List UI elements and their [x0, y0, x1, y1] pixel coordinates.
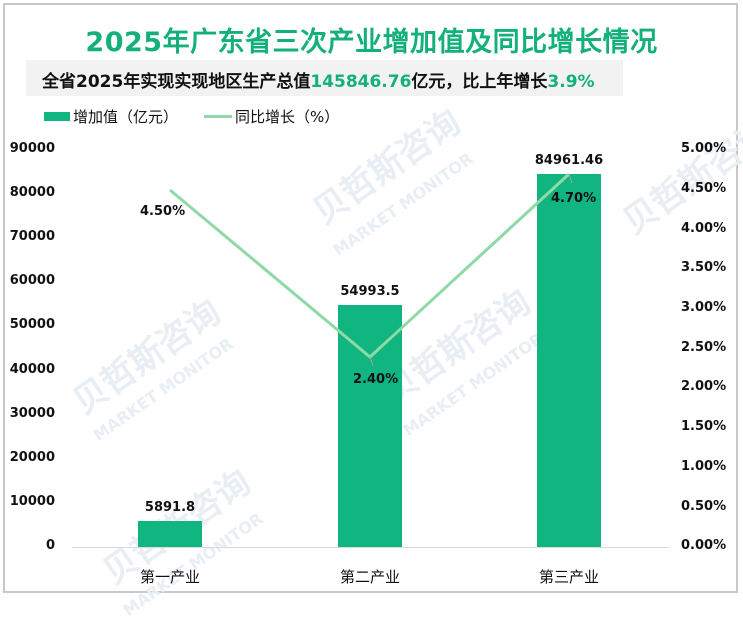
chart-legend: 增加值（亿元） 同比增长（%）	[44, 106, 365, 127]
legend-line-label: 同比增长（%）	[235, 108, 340, 126]
bar-value-label: 5891.8	[144, 500, 196, 515]
left-tick: 80000	[9, 185, 55, 200]
summary-text: 全省2025年实现实现地区生产总值145846.76亿元，比上年增长3.9%	[42, 67, 595, 92]
bar-swatch-icon	[44, 112, 70, 121]
growth-value: 3.9%	[547, 72, 595, 92]
growth-value-label: 4.50%	[140, 204, 186, 219]
left-tick: 50000	[9, 317, 55, 332]
right-tick: 3.00%	[681, 300, 727, 315]
summary-banner: 全省2025年实现实现地区生产总值145846.76亿元，比上年增长3.9%	[26, 60, 623, 96]
gdp-value: 145846.76	[310, 72, 412, 92]
bar-primary-industry[interactable]	[138, 521, 202, 547]
left-tick: 90000	[9, 141, 55, 156]
right-tick: 3.50%	[681, 260, 727, 275]
category-label: 第一产业	[139, 568, 200, 586]
line-swatch-icon	[204, 115, 233, 118]
summary-prefix: 全省2025年实现实现地区生产总值	[42, 72, 311, 92]
right-tick: 0.50%	[681, 499, 727, 514]
legend-bar-label: 增加值（亿元）	[73, 108, 179, 126]
category-label: 第二产业	[339, 568, 400, 586]
left-tick: 70000	[9, 229, 55, 244]
legend-item-line[interactable]: 同比增长（%）	[204, 106, 339, 127]
growth-value-label: 4.70%	[551, 191, 597, 206]
left-tick: 0	[45, 538, 55, 553]
bar-tertiary-industry[interactable]	[537, 174, 601, 547]
chart-title: 2025年广东省三次产业增加值及同比增长情况	[85, 27, 658, 58]
left-tick: 10000	[9, 494, 55, 509]
growth-line	[169, 172, 573, 367]
right-tick: 1.50%	[681, 419, 727, 434]
x-axis-line	[72, 547, 669, 548]
right-tick: 0.00%	[681, 538, 727, 553]
right-tick: 2.00%	[681, 379, 727, 394]
right-tick: 4.50%	[681, 181, 727, 196]
left-tick: 40000	[9, 362, 55, 377]
bar-value-label: 54993.5	[340, 284, 400, 299]
right-tick: 5.00%	[681, 141, 727, 156]
category-label: 第三产业	[538, 568, 599, 586]
right-tick: 4.00%	[681, 221, 727, 236]
legend-item-bar[interactable]: 增加值（亿元）	[44, 106, 178, 127]
right-tick: 2.50%	[681, 340, 727, 355]
summary-middle: 亿元，比上年增长	[411, 72, 548, 92]
bar-secondary-industry[interactable]	[338, 305, 402, 547]
left-tick: 30000	[9, 406, 55, 421]
growth-value-label: 2.40%	[353, 372, 399, 387]
left-tick: 60000	[9, 273, 55, 288]
bar-value-label: 84961.46	[534, 153, 604, 168]
left-tick: 20000	[9, 450, 55, 465]
right-tick: 1.00%	[681, 459, 727, 474]
